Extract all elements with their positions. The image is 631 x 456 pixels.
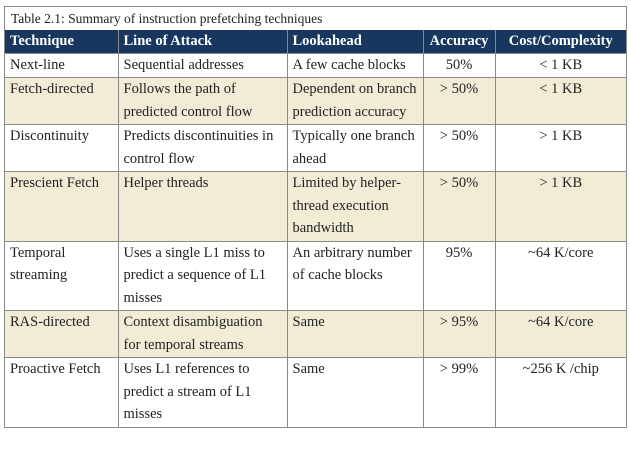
table-cell: Fetch-directed xyxy=(5,77,118,125)
table-cell: Typically one branch ahead xyxy=(286,124,423,172)
header-cell: Accuracy xyxy=(422,30,495,53)
table-cell: > 99% xyxy=(422,357,495,427)
table-row: RAS-directed Context disambiguation for t… xyxy=(5,310,626,358)
header-cell: Line of Attack xyxy=(117,30,287,53)
table-caption: Table 2.1: Summary of instruction prefet… xyxy=(11,11,323,26)
table-row: Discontinuity Predicts discontinuities in… xyxy=(5,124,626,172)
table-cell: < 1 KB xyxy=(494,52,626,78)
table-cell: > 50% xyxy=(422,124,495,172)
table-cell: Helper threads xyxy=(117,171,287,241)
table-row: Fetch-directed Follows the path of predic… xyxy=(5,77,626,125)
table-cell: Context disambiguation for temporal stre… xyxy=(117,310,287,358)
table-cell: Prescient Fetch xyxy=(5,171,118,241)
header-cell: Technique xyxy=(5,30,118,53)
table-cell: Sequential addresses xyxy=(117,52,287,78)
table-figure: Table 2.1: Summary of instruction prefet… xyxy=(4,6,627,428)
table-cell: Dependent on branch prediction accuracy xyxy=(286,77,423,125)
table-cell: Limited by helper-thread execution bandw… xyxy=(286,171,423,241)
header-cell: Cost/Complexity xyxy=(494,30,626,53)
table-cell: Follows the path of predicted control fl… xyxy=(117,77,287,125)
table-cell: > 50% xyxy=(422,77,495,125)
table-cell: Proactive Fetch xyxy=(5,357,118,427)
table-cell: > 1 KB xyxy=(494,171,626,241)
table-cell: Same xyxy=(286,310,423,358)
table-cell: RAS-directed xyxy=(5,310,118,358)
table-cell: Predicts discontinuities in control flow xyxy=(117,124,287,172)
table-cell: < 1 KB xyxy=(494,77,626,125)
table-cell: Same xyxy=(286,357,423,427)
table-cell: 50% xyxy=(422,52,495,78)
table-cell: Temporal streaming xyxy=(5,240,118,311)
table-cell: Uses L1 references to predict a stream o… xyxy=(117,357,287,427)
header-cell: Lookahead xyxy=(286,30,423,53)
table-cell: ~64 K/core xyxy=(494,240,626,311)
table-cell: > 1 KB xyxy=(494,124,626,172)
table-cell: Next-line xyxy=(5,52,118,78)
table-cell: ~64 K/core xyxy=(494,310,626,358)
table-cell: A few cache blocks xyxy=(286,52,423,78)
table-cell: > 95% xyxy=(422,310,495,358)
table-cell: 95% xyxy=(422,240,495,311)
table-cell: > 50% xyxy=(422,171,495,241)
table-cell: An arbitrary number of cache blocks xyxy=(286,240,423,311)
table-cell: Uses a single L1 miss to predict a seque… xyxy=(117,240,287,311)
table-cell: Discontinuity xyxy=(5,124,118,172)
table-row: Proactive Fetch Uses L1 references to pre… xyxy=(5,357,626,427)
table-row: Temporal streaming Uses a single L1 miss … xyxy=(5,240,626,311)
table-row: Prescient Fetch Helper threads Limited by … xyxy=(5,171,626,241)
table: Technique Line of Attack Lookahead Accuracy… xyxy=(5,30,626,427)
table-row: Next-line Sequential addresses A few cache… xyxy=(5,52,626,78)
header-row: Technique Line of Attack Lookahead Accuracy… xyxy=(5,30,626,53)
table-cell: ~256 K /chip xyxy=(494,357,626,427)
